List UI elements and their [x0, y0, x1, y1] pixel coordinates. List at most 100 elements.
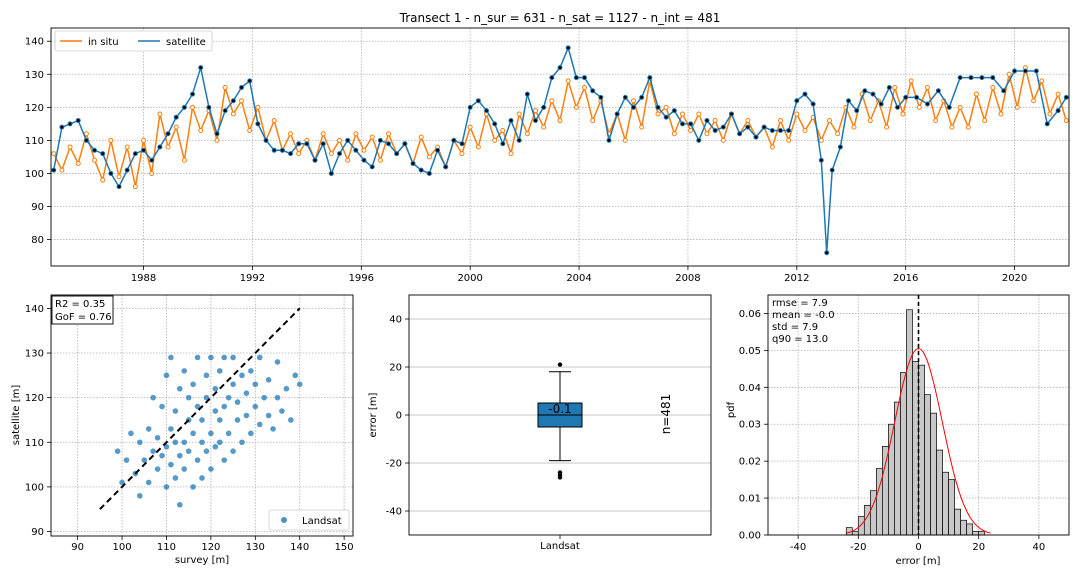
series-point: [990, 85, 996, 90]
x-tick-label: 1988: [131, 273, 156, 284]
histogram-bar: [978, 530, 986, 536]
series-point: [149, 170, 155, 176]
series-point: [704, 131, 710, 137]
series-point: [818, 157, 824, 163]
series-point: [149, 157, 155, 163]
scatter-point: [270, 426, 276, 432]
series-point: [165, 144, 171, 150]
series-point: [900, 111, 906, 117]
series-point: [296, 141, 302, 147]
series-point: [895, 104, 901, 110]
histogram-panel: -40 -20 0 20 400.000.010.020.030.040.050.06 …: [726, 294, 1070, 567]
series-point: [957, 104, 963, 110]
series-point: [769, 127, 775, 133]
scatter-point: [230, 381, 236, 388]
scatter-point: [239, 372, 245, 379]
series-point: [484, 108, 490, 114]
y-tick-label: 0.04: [739, 383, 761, 394]
series-point: [59, 167, 65, 173]
scatter-point: [114, 448, 121, 455]
series-point: [255, 121, 261, 127]
scatter-point: [252, 381, 259, 388]
series-point: [296, 151, 302, 157]
identity-line: [99, 307, 301, 510]
scatter-point: [181, 368, 188, 374]
scatter-point: [190, 430, 196, 437]
series-point: [622, 137, 628, 143]
series-point: [459, 151, 465, 157]
series-point: [824, 250, 830, 256]
series-point: [565, 45, 571, 51]
series-point: [916, 104, 922, 110]
series-point: [214, 137, 220, 143]
series-point: [867, 118, 873, 124]
series-point: [753, 134, 759, 140]
scatter-point: [190, 381, 196, 388]
timeseries-title: Transect 1 - n_sur = 631 - n_sat = 1127 …: [399, 11, 721, 25]
annotation-r2: R2 = 0.35: [55, 299, 105, 310]
series-point: [67, 144, 73, 150]
series-point: [328, 151, 334, 157]
series-point: [671, 108, 677, 114]
annotation-gof: GoF = 0.76: [55, 312, 112, 323]
scatter-point: [252, 403, 259, 410]
series-point: [255, 104, 261, 110]
series-point: [862, 88, 868, 94]
scatter-point: [199, 439, 205, 446]
series-point: [492, 121, 498, 127]
x-tick-label: 130: [246, 542, 265, 553]
scatter-point: [208, 466, 214, 472]
series-point: [935, 88, 941, 94]
scatter-point: [203, 372, 210, 379]
series-point: [720, 124, 726, 130]
series-point: [854, 108, 860, 114]
series-point: [1006, 71, 1012, 77]
series-point: [704, 118, 710, 124]
series-point: [141, 147, 147, 153]
series-point: [837, 144, 843, 150]
normal-fit-curve: [846, 347, 991, 534]
series-point: [647, 75, 653, 81]
series-point: [829, 167, 835, 173]
series-point: [508, 151, 514, 157]
median-label: -0.1: [548, 402, 571, 416]
series-point: [1044, 121, 1050, 127]
scatter-point: [283, 385, 290, 392]
boxplot-frame: [408, 294, 712, 536]
series-point: [75, 118, 81, 124]
histogram-bar: [924, 394, 931, 536]
series-point: [688, 121, 694, 127]
scatter-point: [163, 484, 170, 490]
series-point: [639, 124, 645, 130]
stat-mean: mean = -0.0: [772, 310, 835, 321]
series-point: [116, 174, 122, 180]
series-point: [696, 111, 702, 117]
scatter-point: [181, 439, 188, 446]
series-point: [222, 85, 228, 90]
histogram-xlabel: error [m]: [896, 556, 941, 567]
series-point: [737, 131, 743, 137]
series-point: [500, 127, 506, 133]
x-tick-label: 20: [972, 542, 985, 553]
series-point: [198, 65, 204, 71]
scatter-point: [288, 417, 294, 423]
series-point: [475, 98, 481, 104]
stat-q90: q90 = 13.0: [772, 334, 828, 345]
scatter-point: [141, 457, 148, 463]
series-point: [108, 170, 114, 176]
series-point: [590, 88, 596, 94]
series-point: [1014, 104, 1020, 110]
series-point: [696, 137, 702, 143]
series-point: [402, 141, 408, 147]
series-point: [630, 104, 636, 110]
scatter-point: [163, 443, 170, 450]
scatter-point: [159, 403, 165, 410]
x-tick-label: 40: [1033, 542, 1046, 553]
series-point: [1022, 68, 1028, 74]
series-point: [141, 137, 147, 143]
series-point: [777, 118, 783, 124]
histogram-bar: [857, 516, 865, 536]
scatter-point: [181, 466, 188, 472]
scatter-xlabel: survey [m]: [175, 555, 229, 566]
x-tick-label: 110: [157, 542, 176, 553]
